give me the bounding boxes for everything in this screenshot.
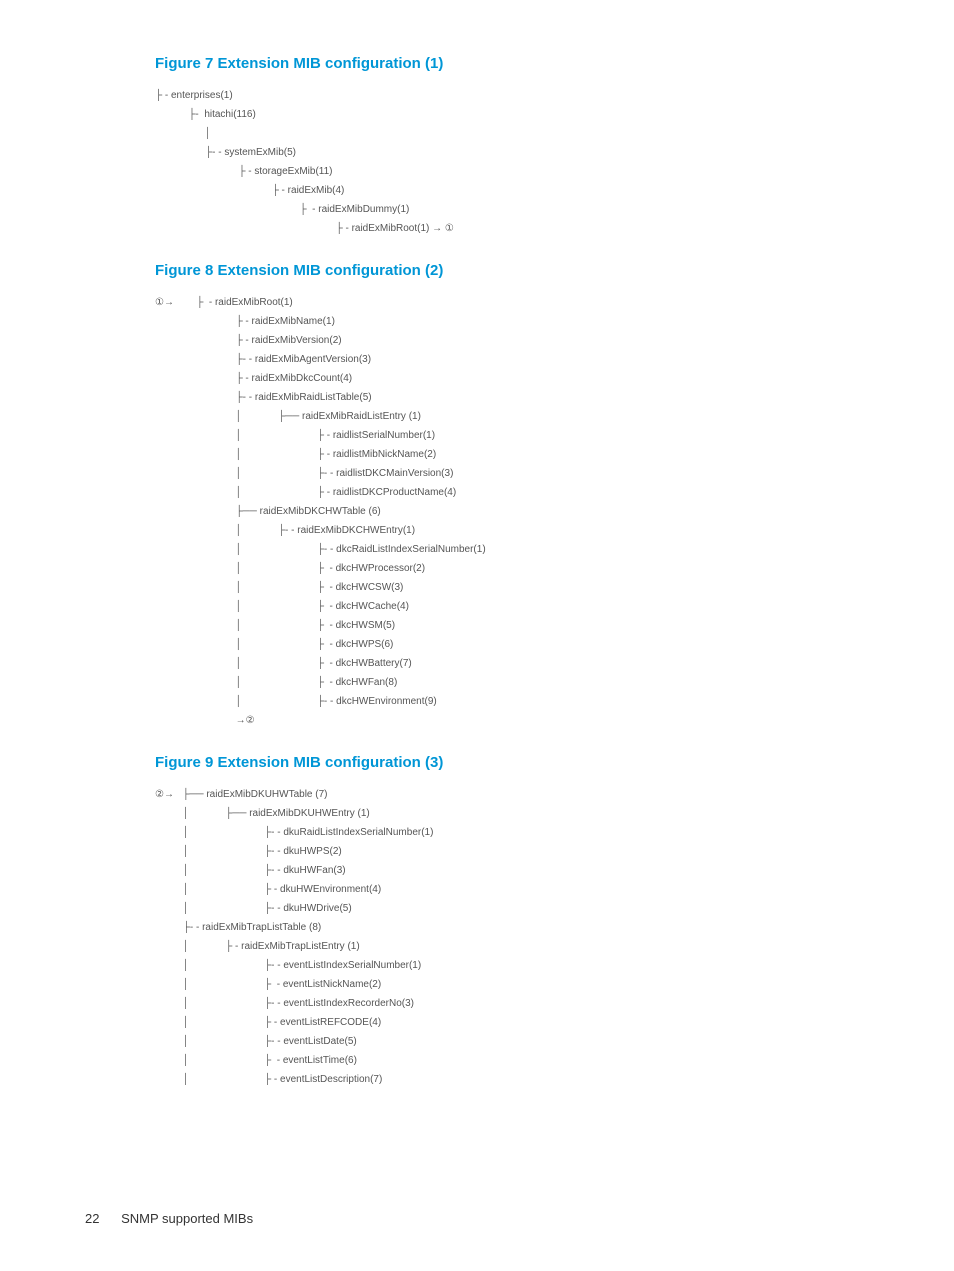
tree-node: │ ├ - raidExMibTrapListEntry (1) [155,937,954,956]
tree-node: ├ - raidExMibDkcCount(4) [155,369,954,388]
figure-9-title: Figure 9 Extension MIB configuration (3) [155,754,954,771]
footer-title: SNMP supported MIBs [121,1211,253,1226]
tree-node: │ ├ - dkcHWCSW(3) [155,578,954,597]
tree-node: ├ - raidExMibDummy(1) [155,200,954,219]
tree-node: │ ├- - eventListIndexSerialNumber(1) [155,956,954,975]
tree-node: │ ├- - dkcHWEnvironment(9) [155,692,954,711]
tree-node: │ [155,124,954,143]
tree-node: │ ├ - dkcHWFan(8) [155,673,954,692]
tree-node: │ ├ - dkcHWPS(6) [155,635,954,654]
tree-node: ①→ ├ - raidExMibRoot(1) [155,293,954,312]
tree-node: ├ - raidExMib(4) [155,181,954,200]
page-number: 22 [85,1211,99,1226]
page-footer: 22 SNMP supported MIBs [85,1211,253,1226]
tree-node: │ ├ - eventListNickName(2) [155,975,954,994]
figure-8-tree: ①→ ├ - raidExMibRoot(1) ├ - raidExMibNam… [155,293,954,730]
tree-node: ├- - raidExMibRaidListTable(5) [155,388,954,407]
figure-9-tree: ②→ ├── raidExMibDKUHWTable (7) │ ├── rai… [155,785,954,1089]
tree-node: │ ├ - eventListREFCODE(4) [155,1013,954,1032]
tree-node: │ ├- - raidExMibDKCHWEntry(1) [155,521,954,540]
tree-node: ├ - enterprises(1) [155,86,954,105]
tree-node: │ ├ - eventListTime(6) [155,1051,954,1070]
tree-node: ├── raidExMibDKCHWTable (6) [155,502,954,521]
tree-node: │ ├- - dkuHWDrive(5) [155,899,954,918]
tree-node: │ ├- - raidlistDKCMainVersion(3) [155,464,954,483]
tree-node: ├ - raidExMibRoot(1) → ① [155,219,954,238]
tree-node: │ ├ - raidlistSerialNumber(1) [155,426,954,445]
tree-node: │ ├── raidExMibRaidListEntry (1) [155,407,954,426]
tree-node: ②→ ├── raidExMibDKUHWTable (7) [155,785,954,804]
tree-node: →② [155,711,954,730]
tree-node: ├ - storageExMib(11) [155,162,954,181]
figure-7-tree: ├ - enterprises(1) ├- hitachi(116) │ ├- … [155,86,954,238]
tree-node: │ ├- - dkcRaidListIndexSerialNumber(1) [155,540,954,559]
figure-8-title: Figure 8 Extension MIB configuration (2) [155,262,954,279]
tree-node: │ ├── raidExMibDKUHWEntry (1) [155,804,954,823]
tree-node: │ ├- - dkuHWPS(2) [155,842,954,861]
tree-node: │ ├- - dkuRaidListIndexSerialNumber(1) [155,823,954,842]
tree-node: ├ - raidExMibVersion(2) [155,331,954,350]
tree-node: │ ├- - dkuHWFan(3) [155,861,954,880]
tree-node: │ ├ - raidlistDKCProductName(4) [155,483,954,502]
tree-node: │ ├- - eventListIndexRecorderNo(3) [155,994,954,1013]
figure-7-title: Figure 7 Extension MIB configuration (1) [155,55,954,72]
tree-node: ├- - raidExMibAgentVersion(3) [155,350,954,369]
tree-node: ├- hitachi(116) [155,105,954,124]
tree-node: │ ├ - dkcHWProcessor(2) [155,559,954,578]
tree-node: ├ - raidExMibName(1) [155,312,954,331]
tree-node: │ ├ - dkuHWEnvironment(4) [155,880,954,899]
tree-node: ├- - raidExMibTrapListTable (8) [155,918,954,937]
tree-node: │ ├ - dkcHWCache(4) [155,597,954,616]
tree-node: │ ├ - dkcHWSM(5) [155,616,954,635]
tree-node: │ ├ - raidlistMibNickName(2) [155,445,954,464]
tree-node: ├- - systemExMib(5) [155,143,954,162]
tree-node: │ ├ - eventListDescription(7) [155,1070,954,1089]
tree-node: │ ├ - dkcHWBattery(7) [155,654,954,673]
tree-node: │ ├- - eventListDate(5) [155,1032,954,1051]
